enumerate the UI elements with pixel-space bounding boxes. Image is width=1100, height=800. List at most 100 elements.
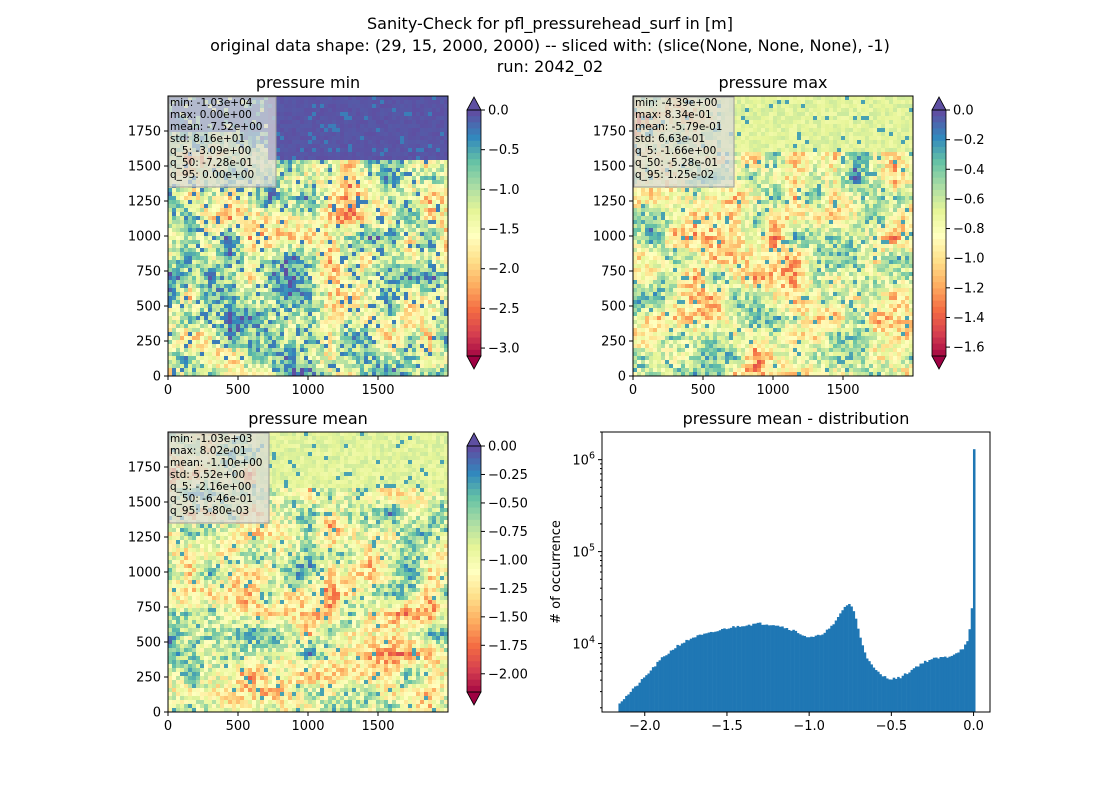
stats-line: mean: -5.79e-01 (635, 121, 722, 133)
colorbar-tick-label: −0.8 (953, 222, 985, 237)
colorbar-segment (932, 312, 946, 320)
colorbar-segment (467, 550, 481, 558)
colorbar-segment (467, 312, 481, 320)
histogram-bar (792, 629, 795, 712)
stats-line: min: -4.39e+00 (635, 97, 717, 109)
colorbar-segment (467, 202, 481, 209)
colorbar-segment (932, 226, 946, 234)
histogram-bar (852, 611, 856, 712)
colorbar-segment (467, 214, 481, 222)
histogram-bar (850, 606, 853, 712)
colorbar-segment (467, 612, 481, 619)
colorbar-segment (467, 464, 481, 472)
colorbar-segment (467, 446, 481, 453)
colorbar-segment (467, 513, 481, 521)
colorbar-segment (467, 300, 481, 308)
histogram-bar (921, 663, 925, 712)
colorbar-segment (932, 263, 946, 271)
histogram-bar (879, 674, 882, 712)
colorbar-segment (467, 331, 481, 339)
histogram-bar (796, 633, 800, 712)
histogram-bar (912, 668, 916, 712)
histogram-bar (841, 610, 844, 712)
histogram-bar (935, 657, 938, 712)
colorbar-segment (932, 122, 946, 130)
histogram-bar (857, 628, 860, 712)
y-tick-label: 1500 (128, 160, 161, 175)
histogram-bar (807, 637, 811, 712)
histogram-bar (814, 635, 818, 712)
colorbar-tick-label: −1.5 (488, 223, 520, 238)
colorbar-segment (932, 282, 946, 289)
colorbar-frame (931, 109, 947, 357)
colorbar-segment (932, 349, 946, 357)
histogram-bar (785, 627, 789, 712)
colorbar-segment (467, 648, 481, 656)
histogram-bar (803, 635, 807, 712)
y-tick-label: 1500 (593, 160, 626, 175)
histogram-bar (970, 608, 974, 712)
histogram-bar (636, 685, 639, 712)
y-tick-label: 104 (572, 635, 595, 653)
colorbar-segment (467, 189, 481, 197)
histogram-bar (631, 688, 635, 712)
colorbar-segment (932, 183, 946, 191)
histogram-bar (692, 637, 695, 712)
histogram-bar (897, 676, 900, 712)
y-tick-label: 1000 (128, 566, 161, 581)
x-tick-label: −2.0 (629, 719, 661, 734)
histogram-bar (870, 664, 873, 712)
histogram-bar (663, 656, 666, 712)
y-tick-label: 750 (136, 265, 161, 280)
histogram-bar (671, 649, 675, 712)
y-tick-label: 106 (572, 451, 595, 469)
colorbar-segment (467, 233, 481, 240)
histogram-bar (685, 639, 688, 712)
histogram-bar (845, 605, 849, 712)
histogram-bars (618, 449, 976, 712)
colorbar-frame (466, 109, 482, 357)
histogram-bar (961, 649, 965, 712)
colorbar-tick-label: −1.4 (953, 311, 985, 326)
colorbar-tick-label: −0.50 (488, 496, 528, 511)
histogram-bar (651, 667, 655, 712)
stats-line: q_95: 5.80e-03 (170, 505, 249, 517)
stats-box-background (168, 432, 270, 524)
colorbar-segment (467, 642, 481, 650)
colorbar-segment (932, 276, 946, 283)
histogram-bar (787, 630, 791, 712)
histogram-bar (943, 656, 947, 712)
histogram-bar (761, 624, 764, 712)
colorbar-tick-label: 0.00 (488, 440, 517, 455)
colorbar-segment (467, 667, 481, 675)
colorbar-segment (467, 220, 481, 228)
colorbar-segment (467, 482, 481, 490)
colorbar-segment (467, 153, 481, 160)
histogram-bar (932, 657, 936, 712)
x-tick-label: 1500 (361, 719, 394, 734)
histogram-bar (747, 624, 751, 712)
colorbar-segment (467, 337, 481, 345)
colorbar-tick-label: −2.0 (488, 262, 520, 277)
colorbar-tick-label: −0.75 (488, 525, 528, 540)
stats-line: min: -1.03e+03 (170, 433, 252, 445)
colorbar-segment (467, 476, 481, 484)
colorbar-segment (467, 282, 481, 289)
colorbar-segment (467, 239, 481, 246)
histogram-bar (745, 625, 749, 712)
colorbar-segment (467, 630, 481, 638)
colorbar-segment (467, 306, 481, 314)
histogram-bar (957, 652, 960, 712)
histogram-bar (832, 624, 836, 712)
colorbar-segment (467, 507, 481, 515)
histogram-bar (622, 699, 626, 712)
histogram-bar (689, 638, 693, 712)
colorbar-tick-label: −1.50 (488, 610, 528, 625)
histogram-bar (687, 640, 691, 712)
y-tick-label: 0 (618, 370, 626, 385)
colorbar-segment (467, 532, 481, 539)
histogram-bar (660, 657, 664, 712)
panel-title: pressure max (718, 73, 827, 92)
